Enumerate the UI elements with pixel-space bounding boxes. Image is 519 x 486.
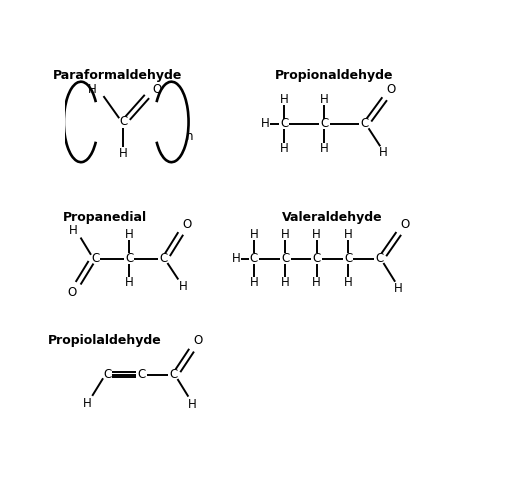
Text: C: C [125, 252, 133, 265]
Text: C: C [312, 252, 321, 265]
Text: C: C [91, 252, 99, 265]
Text: C: C [320, 117, 329, 130]
Text: H: H [250, 277, 258, 289]
Text: O: O [67, 286, 76, 299]
Text: H: H [69, 225, 78, 237]
Text: H: H [344, 277, 352, 289]
Text: H: H [88, 83, 97, 96]
Text: H: H [232, 252, 241, 265]
Text: O: O [386, 83, 395, 96]
Text: O: O [400, 218, 409, 230]
Text: H: H [125, 277, 133, 289]
Text: O: O [182, 218, 192, 230]
Text: C: C [119, 116, 127, 128]
Text: H: H [125, 228, 133, 241]
Text: C: C [375, 252, 384, 265]
Text: H: H [280, 93, 289, 106]
Text: H: H [119, 147, 128, 160]
Text: H: H [394, 282, 403, 295]
Text: H: H [280, 141, 289, 155]
Text: H: H [187, 398, 196, 411]
Text: H: H [320, 93, 329, 106]
Text: C: C [159, 252, 168, 265]
Text: C: C [344, 252, 352, 265]
Text: C: C [360, 117, 368, 130]
Text: C: C [250, 252, 258, 265]
Text: H: H [83, 397, 91, 410]
Text: C: C [137, 368, 145, 381]
Text: n: n [186, 130, 193, 143]
Text: H: H [281, 277, 290, 289]
Text: Propanedial: Propanedial [63, 211, 147, 224]
Text: H: H [250, 228, 258, 241]
Text: H: H [281, 228, 290, 241]
Text: C: C [281, 252, 290, 265]
Text: Propionaldehyde: Propionaldehyde [275, 69, 393, 82]
Text: Propiolaldehyde: Propiolaldehyde [48, 334, 162, 347]
Text: H: H [261, 117, 269, 130]
Text: Valeraldehyde: Valeraldehyde [282, 211, 383, 224]
Text: H: H [179, 280, 188, 294]
Text: O: O [193, 334, 202, 347]
Text: H: H [379, 146, 388, 159]
Text: O: O [153, 83, 162, 96]
Text: H: H [312, 228, 321, 241]
Text: C: C [103, 368, 111, 381]
Text: H: H [320, 141, 329, 155]
Text: H: H [344, 228, 352, 241]
Text: C: C [280, 117, 288, 130]
Text: H: H [312, 277, 321, 289]
Text: C: C [169, 368, 177, 381]
Text: Paraformaldehyde: Paraformaldehyde [52, 69, 182, 82]
